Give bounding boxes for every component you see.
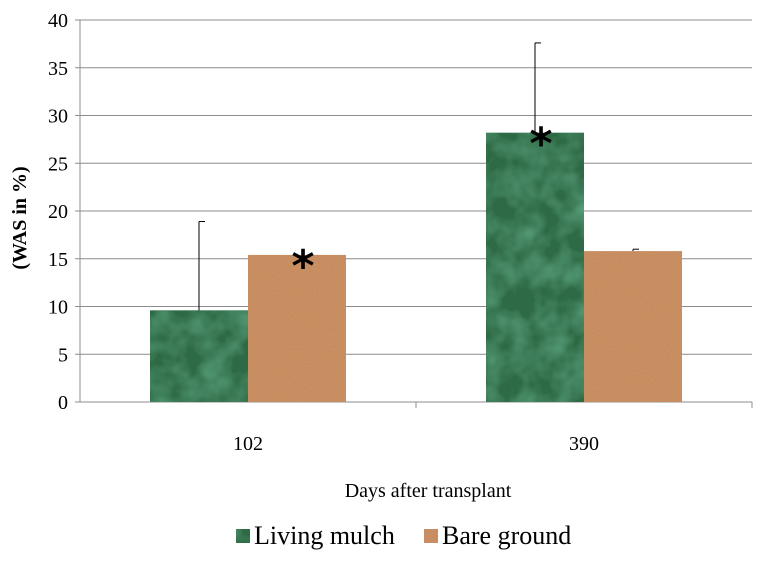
bar-bare-ground-102 bbox=[248, 254, 346, 402]
x-axis-ticks: 102 390 bbox=[233, 402, 753, 455]
significance-markers: ** bbox=[291, 119, 552, 292]
bar-bare-ground-390 bbox=[584, 251, 682, 402]
y-tick-label: 30 bbox=[48, 106, 68, 128]
legend: Living mulch Bare ground bbox=[236, 521, 571, 550]
legend-swatch-living-mulch bbox=[236, 529, 250, 543]
legend-label-bare-ground: Bare ground bbox=[442, 521, 571, 550]
significance-asterisk: * bbox=[291, 241, 314, 292]
error-bars bbox=[198, 42, 639, 311]
gridlines bbox=[80, 19, 752, 355]
legend-label-living-mulch: Living mulch bbox=[254, 521, 395, 550]
legend-swatch-bare-ground bbox=[424, 529, 438, 543]
bars bbox=[150, 132, 682, 402]
x-tick-label: 390 bbox=[569, 433, 599, 455]
y-tick-label: 35 bbox=[48, 58, 68, 80]
y-axis-ticks: 0 5 10 15 20 25 30 35 40 bbox=[48, 10, 80, 414]
y-tick-label: 5 bbox=[58, 344, 68, 366]
x-axis-title: Days after transplant bbox=[345, 480, 512, 502]
bar-living-mulch-390 bbox=[486, 132, 584, 402]
y-tick-label: 0 bbox=[58, 392, 68, 414]
y-tick-label: 10 bbox=[48, 297, 68, 319]
y-axis-title: (WAS in %) bbox=[9, 166, 31, 269]
y-tick-label: 20 bbox=[48, 201, 68, 223]
x-tick-label: 102 bbox=[233, 433, 263, 455]
significance-asterisk: * bbox=[529, 119, 552, 170]
bar-living-mulch-102 bbox=[150, 310, 248, 402]
y-tick-label: 40 bbox=[48, 10, 68, 32]
y-tick-label: 25 bbox=[48, 153, 68, 175]
y-tick-label: 15 bbox=[48, 249, 68, 271]
